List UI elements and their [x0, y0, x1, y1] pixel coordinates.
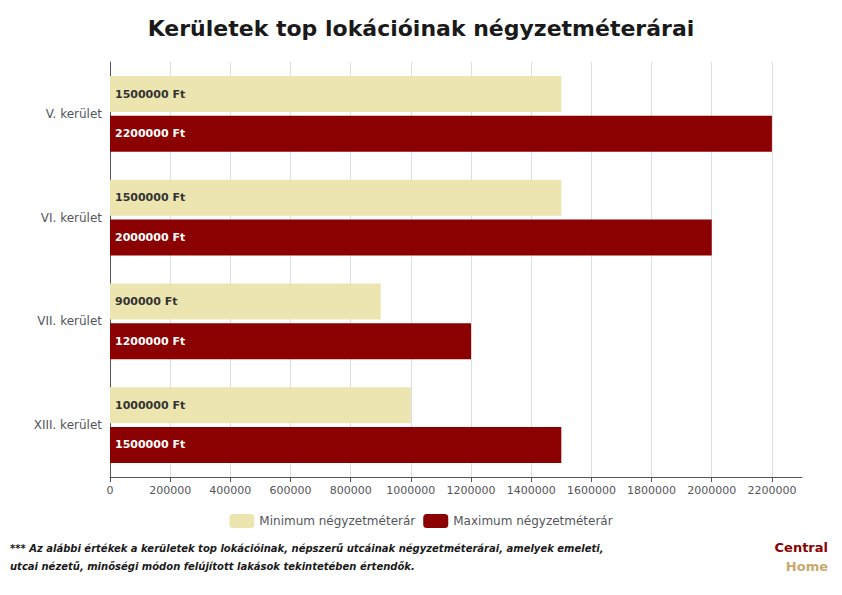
svg-text:Maximum négyzetméterár: Maximum négyzetméterár [453, 514, 612, 528]
svg-text:1500000 Ft: 1500000 Ft [115, 88, 185, 101]
svg-text:600000: 600000 [270, 484, 312, 497]
svg-text:Home: Home [786, 559, 828, 574]
svg-text:1200000 Ft: 1200000 Ft [115, 335, 185, 348]
svg-text:1000000 Ft: 1000000 Ft [115, 399, 185, 412]
svg-text:Minimum négyzetméterár: Minimum négyzetméterár [259, 514, 415, 528]
svg-text:2000000: 2000000 [687, 484, 736, 497]
svg-text:2200000 Ft: 2200000 Ft [115, 127, 185, 140]
svg-text:XIII. kerület: XIII. kerület [34, 418, 103, 432]
svg-text:V. kerület: V. kerület [46, 107, 102, 121]
svg-text:1500000 Ft: 1500000 Ft [115, 438, 185, 451]
svg-text:1800000: 1800000 [627, 484, 676, 497]
svg-text:400000: 400000 [209, 484, 251, 497]
svg-text:0: 0 [107, 484, 114, 497]
svg-text:800000: 800000 [330, 484, 372, 497]
svg-text:1200000: 1200000 [447, 484, 496, 497]
svg-text:1400000: 1400000 [507, 484, 556, 497]
svg-text:Central: Central [775, 540, 828, 555]
svg-text:1600000: 1600000 [567, 484, 616, 497]
svg-text:900000 Ft: 900000 Ft [115, 295, 178, 308]
svg-text:Kerületek top lokációinak négy: Kerületek top lokációinak négyzetméterár… [148, 16, 695, 41]
svg-text:1000000: 1000000 [386, 484, 435, 497]
svg-text:2000000 Ft: 2000000 Ft [115, 231, 185, 244]
svg-text:VII. kerület: VII. kerület [37, 314, 102, 328]
svg-text:1500000 Ft: 1500000 Ft [115, 191, 185, 204]
svg-text:utcai nézetű, minőségi módon f: utcai nézetű, minőségi módon felújított … [10, 561, 415, 572]
svg-text:2200000: 2200000 [747, 484, 796, 497]
svg-text:200000: 200000 [149, 484, 191, 497]
svg-text:VI. kerület: VI. kerület [41, 211, 103, 225]
svg-text:*** Az alábbi értékek a kerüle: *** Az alábbi értékek a kerületek top lo… [10, 543, 604, 554]
